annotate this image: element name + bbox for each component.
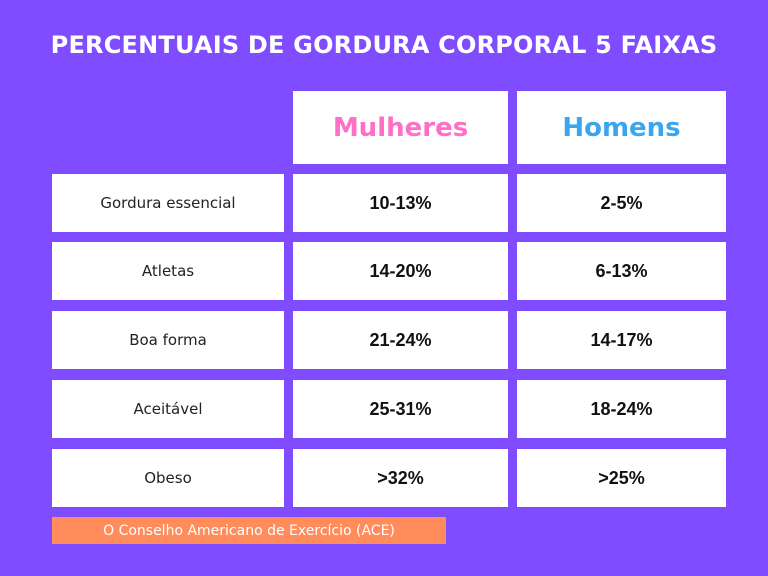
women-value-cell: 10-13% xyxy=(293,174,508,232)
row-label: Boa forma xyxy=(129,331,207,349)
women-value: 21-24% xyxy=(369,329,432,350)
women-value-cell: 21-24% xyxy=(293,311,508,369)
men-value: 6-13% xyxy=(595,260,648,281)
women-value: 25-31% xyxy=(369,398,432,419)
row-label-cell: Aceitável xyxy=(52,380,284,438)
header-women-cell: Mulheres xyxy=(293,91,508,164)
women-value-cell: >32% xyxy=(293,449,508,507)
header-men-cell: Homens xyxy=(517,91,726,164)
men-value-cell: 14-17% xyxy=(517,311,726,369)
row-label-cell: Boa forma xyxy=(52,311,284,369)
women-value-cell: 14-20% xyxy=(293,242,508,300)
row-label: Aceitável xyxy=(133,400,203,418)
men-value-cell: 18-24% xyxy=(517,380,726,438)
men-value-cell: 6-13% xyxy=(517,242,726,300)
women-value: 14-20% xyxy=(369,260,432,281)
men-value-cell: 2-5% xyxy=(517,174,726,232)
men-value: 14-17% xyxy=(590,329,653,350)
men-value-cell: >25% xyxy=(517,449,726,507)
men-value: 2-5% xyxy=(600,192,643,213)
row-label-cell: Atletas xyxy=(52,242,284,300)
header-men: Homens xyxy=(562,112,681,143)
men-value: 18-24% xyxy=(590,398,653,419)
row-label-cell: Gordura essencial xyxy=(52,174,284,232)
row-label: Obeso xyxy=(144,469,192,487)
row-label-cell: Obeso xyxy=(52,449,284,507)
women-value-cell: 25-31% xyxy=(293,380,508,438)
page-title: PERCENTUAIS DE GORDURA CORPORAL 5 FAIXAS xyxy=(50,31,718,59)
men-value: >25% xyxy=(598,467,645,488)
row-label: Gordura essencial xyxy=(100,194,236,212)
women-value: 10-13% xyxy=(369,192,432,213)
header-women: Mulheres xyxy=(332,112,469,143)
women-value: >32% xyxy=(377,467,424,488)
source-text: O Conselho Americano de Exercício (ACE) xyxy=(103,522,395,539)
row-label: Atletas xyxy=(141,262,195,280)
source-note: O Conselho Americano de Exercício (ACE) xyxy=(52,517,446,544)
